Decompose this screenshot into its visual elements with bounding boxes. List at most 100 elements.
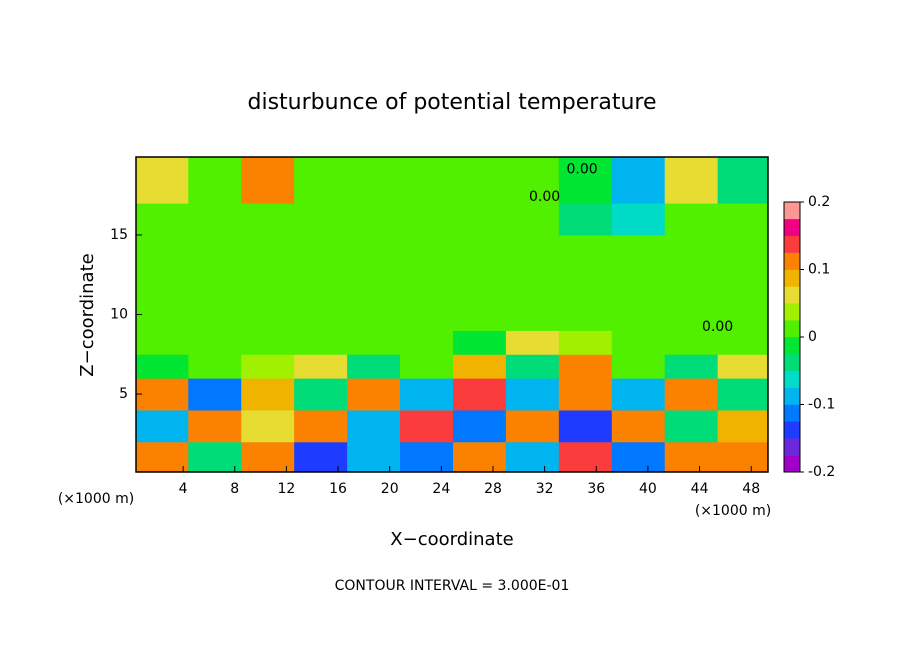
cell: [611, 330, 666, 355]
cell: [136, 266, 189, 300]
cell: [188, 266, 242, 300]
cell: [611, 157, 666, 204]
cell: [452, 409, 507, 443]
cell: [241, 378, 295, 411]
cell: [188, 441, 242, 473]
cell: [664, 354, 719, 379]
cell: [294, 330, 348, 355]
cell: [452, 354, 507, 379]
cell: [136, 354, 189, 379]
cell: [717, 330, 769, 355]
x-tick-label: 16: [329, 481, 347, 497]
colorbar-tick-label: -0.1: [808, 397, 835, 413]
x-tick-label: 12: [278, 481, 296, 497]
cell: [347, 234, 401, 268]
cell: [505, 203, 560, 236]
colorbar-swatch: [784, 269, 800, 287]
cell: [664, 330, 719, 355]
cell: [136, 378, 189, 411]
cell: [558, 157, 613, 204]
x-axis-label: X−coordinate: [390, 529, 513, 550]
x-unit: (×1000 m): [695, 503, 771, 519]
cell: [717, 203, 769, 236]
colorbar-swatch: [784, 286, 800, 304]
cell: [136, 298, 189, 331]
y-tick-label: 5: [119, 386, 128, 402]
cell: [294, 378, 348, 411]
cell: [400, 157, 454, 204]
contour-label: 0.00: [566, 162, 597, 178]
cell: [400, 354, 454, 379]
cell: [400, 378, 454, 411]
cell: [294, 409, 348, 443]
cell: [505, 378, 560, 411]
cell: [558, 441, 613, 473]
colorbar-swatch: [784, 421, 800, 439]
cell: [188, 234, 242, 268]
x-tick-label: 24: [432, 481, 450, 497]
cell: [505, 441, 560, 473]
cell: [347, 441, 401, 473]
cell: [558, 266, 613, 300]
cell: [717, 378, 769, 411]
cell: [188, 203, 242, 236]
x-tick-label: 8: [230, 481, 239, 497]
colorbar-swatch: [784, 404, 800, 422]
cell: [505, 330, 560, 355]
cell: [400, 441, 454, 473]
cell: [241, 234, 295, 268]
cell: [664, 441, 719, 473]
cell: [664, 203, 719, 236]
contour-label: 0.00: [529, 189, 560, 205]
cell: [241, 409, 295, 443]
cell: [294, 203, 348, 236]
cell: [347, 354, 401, 379]
cell: [347, 266, 401, 300]
cell: [400, 203, 454, 236]
cell: [347, 378, 401, 411]
colorbar-swatch: [784, 320, 800, 338]
cell: [188, 354, 242, 379]
cell: [452, 441, 507, 473]
cell: [452, 266, 507, 300]
colorbar-swatch: [784, 303, 800, 321]
cell: [505, 409, 560, 443]
cell: [611, 266, 666, 300]
cell: [241, 354, 295, 379]
cell: [136, 330, 189, 355]
colorbar-swatch: [784, 252, 800, 270]
cell: [400, 234, 454, 268]
cell: [136, 203, 189, 236]
cell: [611, 354, 666, 379]
x-tick-label: 36: [587, 481, 605, 497]
cell: [452, 378, 507, 411]
cell: [558, 378, 613, 411]
cell: [294, 298, 348, 331]
cell: [294, 234, 348, 268]
cell: [452, 157, 507, 204]
x-unit: (×1000 m): [58, 491, 134, 507]
cell: [611, 203, 666, 236]
cell: [241, 330, 295, 355]
cell: [452, 298, 507, 331]
x-tick-label: 32: [536, 481, 554, 497]
cell: [664, 157, 719, 204]
cell: [188, 378, 242, 411]
cell: [717, 354, 769, 379]
colorbar-tick-label: 0.1: [808, 262, 830, 278]
cell: [664, 378, 719, 411]
cell: [505, 157, 560, 204]
y-axis-label: Z−coordinate: [77, 253, 98, 376]
x-tick-label: 48: [742, 481, 760, 497]
y-tick-label: 15: [110, 227, 128, 243]
cell: [452, 330, 507, 355]
cell: [136, 441, 189, 473]
colorbar-swatch: [784, 353, 800, 372]
cell: [505, 354, 560, 379]
colorbar-swatch: [784, 202, 800, 220]
cell: [717, 266, 769, 300]
chart-title: disturbunce of potential temperature: [248, 90, 657, 115]
cell: [505, 234, 560, 268]
x-tick-label: 20: [381, 481, 399, 497]
cell: [347, 157, 401, 204]
